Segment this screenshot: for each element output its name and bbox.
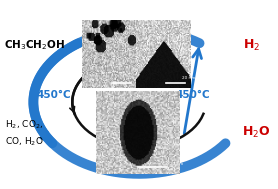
Text: H$_2$, CO$_2$,
CO, H$_2$O: H$_2$, CO$_2$, CO, H$_2$O: [5, 119, 44, 148]
Text: 20 nm: 20 nm: [170, 162, 183, 166]
Text: Co$_{0.6-x}$Mn$_x$Fe$_{2.4}$O$_y$: Co$_{0.6-x}$Mn$_x$Fe$_{2.4}$O$_y$: [89, 6, 184, 19]
Text: 12 nm: 12 nm: [127, 76, 140, 80]
Text: H$_2$O: H$_2$O: [242, 125, 270, 140]
Text: CH$_3$CH$_2$OH: CH$_3$CH$_2$OH: [4, 38, 65, 52]
Text: 450°C: 450°C: [37, 90, 71, 99]
Text: 450°C: 450°C: [176, 90, 210, 99]
Text: H$_2$: H$_2$: [243, 38, 260, 53]
Text: 20 nm: 20 nm: [182, 76, 195, 80]
